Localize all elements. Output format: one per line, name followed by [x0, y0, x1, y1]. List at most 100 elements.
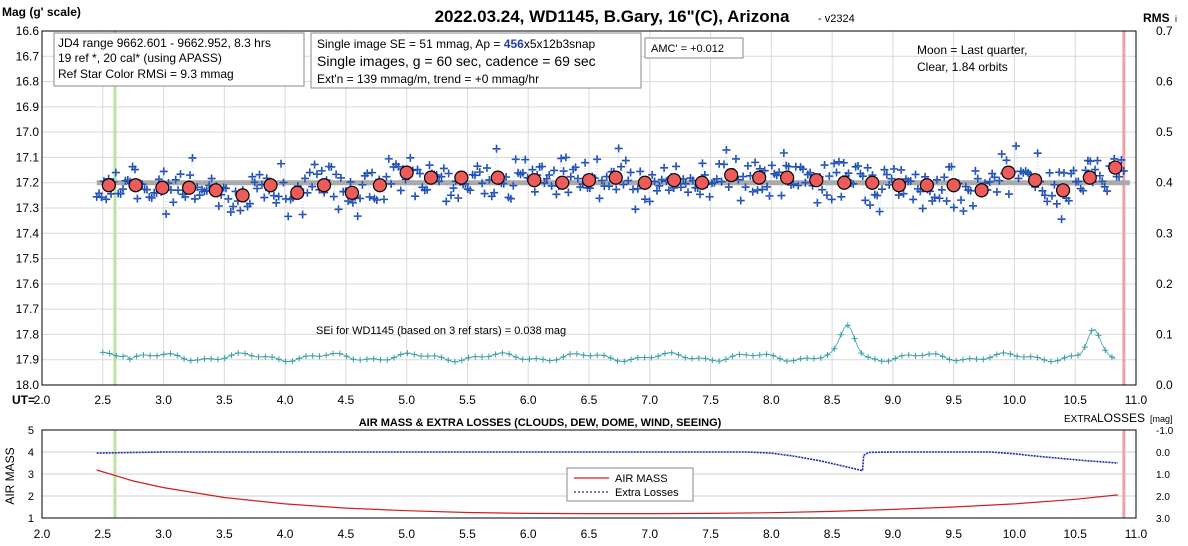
- point-connector: [1099, 175, 1103, 182]
- rms-point: [296, 355, 303, 362]
- point-connector: [625, 160, 629, 181]
- point-connector: [407, 157, 411, 172]
- data-point: [935, 194, 944, 203]
- binned-point: [1001, 165, 1016, 180]
- rms-point: [445, 357, 452, 364]
- rms-point: [926, 351, 933, 358]
- binned-point: [946, 178, 961, 193]
- x-tick-label: 7.5: [702, 393, 719, 407]
- data-point: [174, 186, 183, 195]
- y-tick-label: 16.9: [16, 100, 40, 114]
- version-label: - v2324: [818, 13, 855, 25]
- rms-point: [255, 353, 262, 360]
- info-line: Single image SE = 51 mmag, Ap = 456x5x12…: [317, 37, 596, 51]
- binned-point: [581, 173, 597, 188]
- point-connector: [165, 183, 169, 214]
- data-point: [619, 180, 628, 189]
- rms-point: [641, 354, 648, 361]
- rms-point: [573, 350, 580, 357]
- info-line: Ref Star Color RMSi = 9.3 mmag: [58, 67, 234, 81]
- y-tick-label: 18.0: [16, 378, 40, 392]
- data-point: [571, 163, 580, 172]
- rms-point: [499, 349, 506, 356]
- data-point: [566, 172, 575, 181]
- rms-point: [987, 354, 994, 361]
- point-connector: [393, 164, 397, 168]
- rms-point: [391, 354, 398, 361]
- point-connector: [503, 176, 507, 184]
- x-tick-label: 7.5: [702, 527, 719, 541]
- data-point: [971, 166, 980, 175]
- point-connector: [912, 174, 916, 200]
- data-point: [937, 185, 946, 194]
- x-tick-label: 6.0: [520, 393, 537, 407]
- rms-point: [607, 354, 614, 361]
- data-point: [1100, 182, 1109, 191]
- point-connector: [192, 157, 196, 199]
- rms-point: [187, 357, 194, 364]
- rms-point: [451, 358, 458, 365]
- rms-point: [397, 351, 404, 358]
- point-connector: [240, 190, 243, 211]
- amc-label: AMC' = +0.012: [651, 43, 724, 55]
- rms-point: [838, 331, 845, 338]
- point-connector: [371, 172, 375, 199]
- binned-point: [208, 183, 223, 198]
- data-point: [442, 197, 451, 206]
- right-tick-label: 0.3: [1156, 226, 1173, 240]
- point-connector: [1008, 173, 1012, 195]
- right-ticks: 0.0 0.1 0.2 0.3 0.4 0.5 0.6 0.7: [1156, 24, 1173, 392]
- data-point: [250, 178, 259, 187]
- point-connector: [228, 198, 232, 213]
- x-tick-label: 9.5: [945, 527, 962, 541]
- point-connector: [917, 188, 921, 192]
- extra-losses-line: [96, 451, 1118, 472]
- rms-point: [1081, 344, 1088, 351]
- data-point: [698, 159, 707, 168]
- rms-point: [519, 356, 526, 363]
- rms-point: [235, 349, 242, 356]
- data-point: [552, 190, 561, 199]
- moon-line: Moon = Last quarter,: [917, 43, 1027, 57]
- y-tick-label: 17.0: [16, 125, 40, 139]
- data-point: [1086, 157, 1095, 166]
- point-connector: [374, 198, 377, 201]
- binned-point: [891, 178, 907, 193]
- y-tick-label: 16.8: [16, 75, 40, 89]
- top-plot-frame: [41, 30, 1137, 386]
- x-tick-label: 11.0: [1125, 527, 1148, 541]
- rms-point: [668, 349, 675, 356]
- rms-point: [194, 356, 201, 363]
- point-connector: [335, 174, 339, 210]
- rms-point: [695, 355, 702, 362]
- data-point: [186, 171, 195, 180]
- data-point: [365, 192, 374, 201]
- rms-point: [140, 352, 147, 358]
- rms-point: [770, 352, 777, 359]
- data-point: [229, 202, 238, 211]
- rms-point: [797, 355, 804, 362]
- point-connector: [1020, 171, 1024, 173]
- point-connector: [367, 173, 370, 197]
- x-tick-label: 4.0: [277, 527, 294, 541]
- data-point: [195, 191, 204, 200]
- point-connector: [752, 162, 756, 192]
- point-connector: [563, 157, 567, 172]
- point-connector: [194, 187, 198, 199]
- rms-point: [959, 356, 966, 363]
- rms-point: [289, 358, 296, 365]
- rms-point: [1047, 358, 1054, 365]
- point-connector: [888, 178, 892, 185]
- rms-point: [790, 357, 797, 364]
- point-connector: [520, 172, 524, 175]
- point-connector: [517, 172, 521, 175]
- rms-point: [350, 356, 357, 363]
- rms-point: [1000, 349, 1007, 356]
- point-connector: [182, 194, 186, 198]
- y-tick-label: 2: [28, 491, 34, 503]
- point-connector: [706, 184, 710, 197]
- rms-point: [628, 356, 635, 363]
- rms-point: [743, 351, 750, 358]
- rms-point: [275, 356, 282, 363]
- binned-point: [724, 168, 739, 183]
